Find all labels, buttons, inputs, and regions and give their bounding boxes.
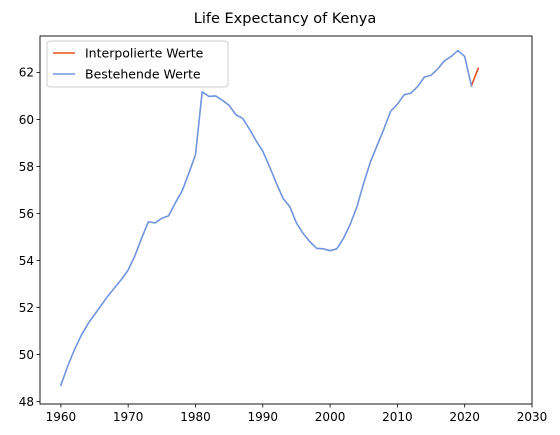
x-tick-label: 1990 [248, 410, 279, 424]
y-tick-label: 56 [19, 207, 34, 221]
chart-title: Life Expectancy of Kenya [194, 11, 376, 27]
legend-label: Bestehende Werte [85, 67, 201, 82]
x-tick-label: 1980 [180, 410, 211, 424]
y-tick-label: 50 [19, 348, 34, 362]
y-tick-label: 48 [19, 395, 34, 409]
y-tick-label: 60 [19, 113, 34, 127]
x-tick-label: 1960 [46, 410, 77, 424]
y-axis: 48 50 52 54 56 58 60 62 [19, 66, 40, 409]
series-line-interpolated [470, 67, 480, 87]
x-tick-label: 1970 [113, 410, 144, 424]
x-axis: 1960 1970 1980 1990 2000 2010 2020 2030 [46, 404, 548, 424]
y-tick-label: 54 [19, 254, 34, 268]
x-tick-label: 2020 [449, 410, 480, 424]
x-tick-label: 2000 [315, 410, 346, 424]
y-tick-label: 58 [19, 160, 34, 174]
series-layer [59, 49, 480, 387]
y-tick-label: 62 [19, 66, 34, 80]
x-tick-label: 2030 [517, 410, 548, 424]
x-tick-label: 2010 [382, 410, 413, 424]
series-line-existing [59, 49, 473, 387]
y-tick-label: 52 [19, 301, 34, 315]
legend-box [46, 40, 229, 88]
legend-label: Interpolierte Werte [85, 46, 204, 61]
legend: Interpolierte Werte Bestehende Werte [46, 40, 229, 88]
plot-frame [39, 35, 533, 405]
